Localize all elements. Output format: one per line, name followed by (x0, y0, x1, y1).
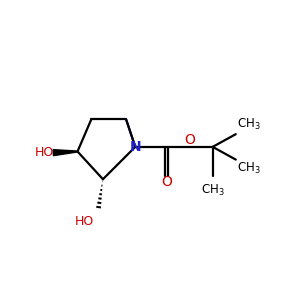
Text: N: N (130, 140, 141, 154)
Text: O: O (184, 134, 195, 147)
Text: HO: HO (75, 215, 94, 229)
Text: CH$_3$: CH$_3$ (201, 183, 224, 198)
Polygon shape (53, 150, 77, 156)
Text: HO: HO (34, 146, 54, 159)
Text: O: O (161, 175, 172, 189)
Text: CH$_3$: CH$_3$ (237, 161, 261, 176)
Text: CH$_3$: CH$_3$ (237, 117, 261, 132)
